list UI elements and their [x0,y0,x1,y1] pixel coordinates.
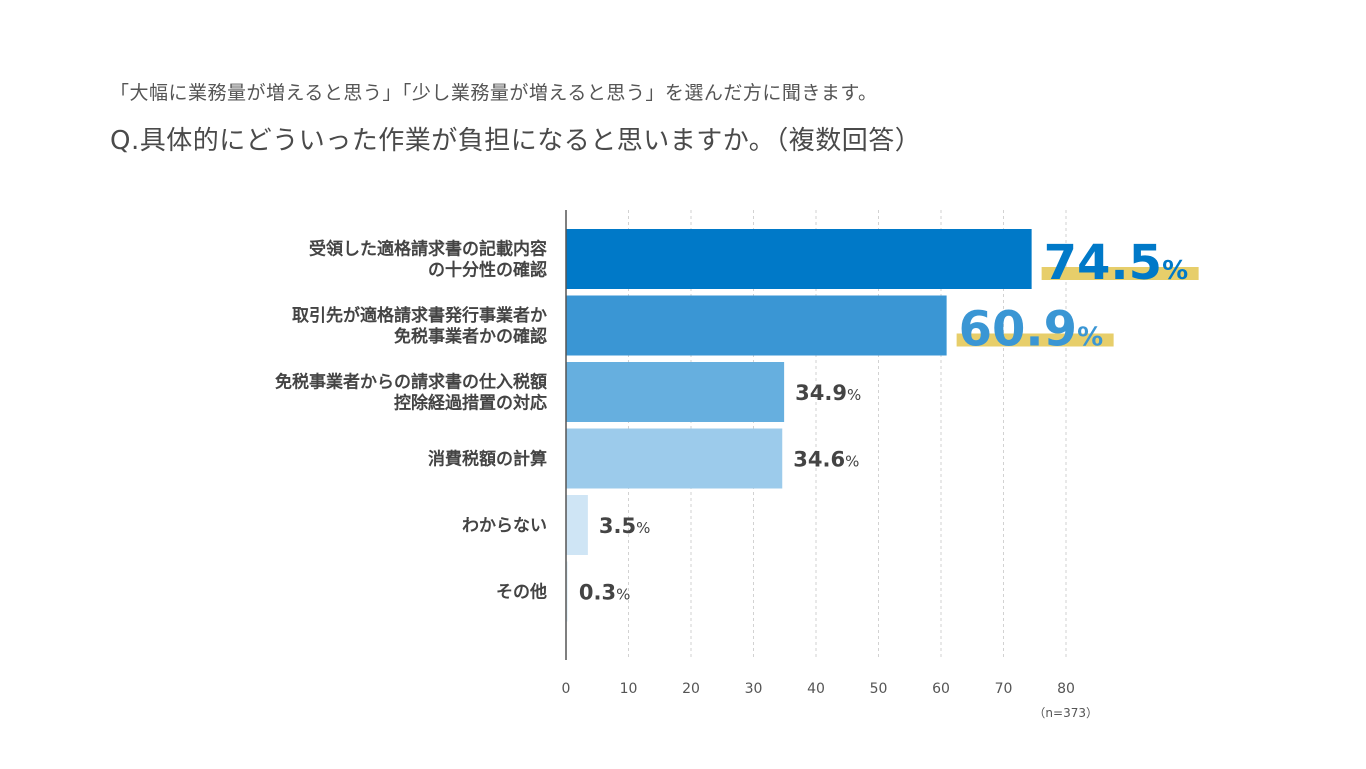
bar [566,362,785,422]
value-label: 60.9% [959,302,1104,358]
x-tick-label: 40 [807,681,825,697]
value-highlight-underline [956,333,1114,347]
value-label: 34.6% [793,448,859,472]
category-label: その他 [496,582,547,603]
category-label: 取引先が適格請求書発行事業者か [292,305,547,326]
x-tick-label: 50 [870,681,888,697]
value-label: 74.5% [1044,235,1189,291]
bar [566,428,783,489]
x-tick-label: 30 [745,681,763,697]
sample-size-note: （n=373） [1033,706,1098,720]
bar [566,495,588,555]
bar [566,229,1032,289]
x-tick-label: 60 [932,681,950,697]
category-label: 免税事業者かの確認 [394,326,547,347]
bar [566,561,568,622]
category-label: 控除経過措置の対応 [394,393,547,414]
x-tick-label: 20 [682,681,700,697]
category-label: 受領した適格請求書の記載内容 [309,239,547,260]
value-highlight-underline [1041,267,1199,280]
value-label: 0.3% [579,581,630,605]
category-label: の十分性の確認 [428,260,547,281]
x-tick-label: 0 [562,681,571,697]
value-label: 3.5% [599,514,650,538]
chart-title: Q.具体的にどういった作業が負担になると思いますか。（複数回答） [110,126,922,156]
value-label: 34.9% [795,381,861,405]
x-tick-label: 80 [1057,681,1075,697]
bar [566,295,947,356]
chart-subtitle: 「大幅に業務量が増えると思う」「少し業務量が増えると思う」を選んだ方に聞きます。 [110,82,878,104]
category-label: 免税事業者からの請求書の仕入税額 [275,372,547,393]
x-tick-label: 10 [620,681,638,697]
category-label: わからない [462,516,547,536]
x-tick-label: 70 [995,681,1013,697]
category-label: 消費税額の計算 [428,449,547,470]
